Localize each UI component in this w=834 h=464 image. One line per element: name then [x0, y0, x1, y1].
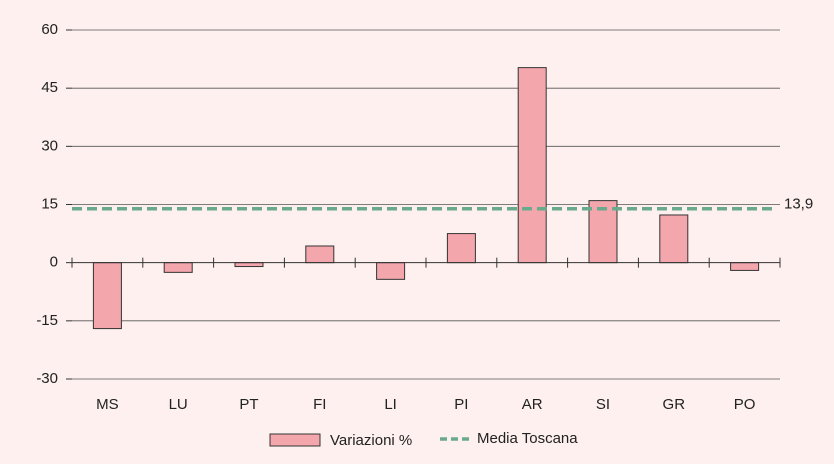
y-tick-label: 60 [41, 21, 58, 38]
bar [517, 67, 547, 264]
bar [305, 245, 335, 264]
x-tick-label: PI [454, 396, 468, 413]
bar [730, 262, 760, 271]
y-tick-label: -15 [36, 312, 58, 329]
y-tick-label: 30 [41, 137, 58, 154]
x-tick-label: FI [313, 396, 326, 413]
bar [163, 262, 193, 273]
y-tick-label: 45 [41, 79, 58, 96]
y-tick-label: -30 [36, 370, 58, 387]
x-tick-label: PT [239, 396, 258, 413]
y-tick-label: 0 [50, 254, 58, 271]
legend-label: Variazioni % [330, 432, 412, 449]
x-tick-label: PO [734, 396, 756, 413]
x-tick-label: LU [169, 396, 188, 413]
x-tick-label: AR [522, 396, 543, 413]
y-tick-label: 15 [41, 195, 58, 212]
bar [659, 214, 689, 264]
x-tick-label: LI [384, 396, 397, 413]
reference-label: 13,9 [784, 196, 813, 213]
bar [588, 200, 618, 264]
x-tick-label: GR [663, 396, 686, 413]
bar [376, 262, 406, 280]
legend-label: Media Toscana [477, 430, 578, 447]
legend-swatch [269, 433, 321, 447]
bar [234, 262, 264, 268]
x-tick-label: SI [596, 396, 610, 413]
x-tick-label: MS [96, 396, 119, 413]
bar [446, 233, 476, 264]
bar [92, 262, 122, 330]
